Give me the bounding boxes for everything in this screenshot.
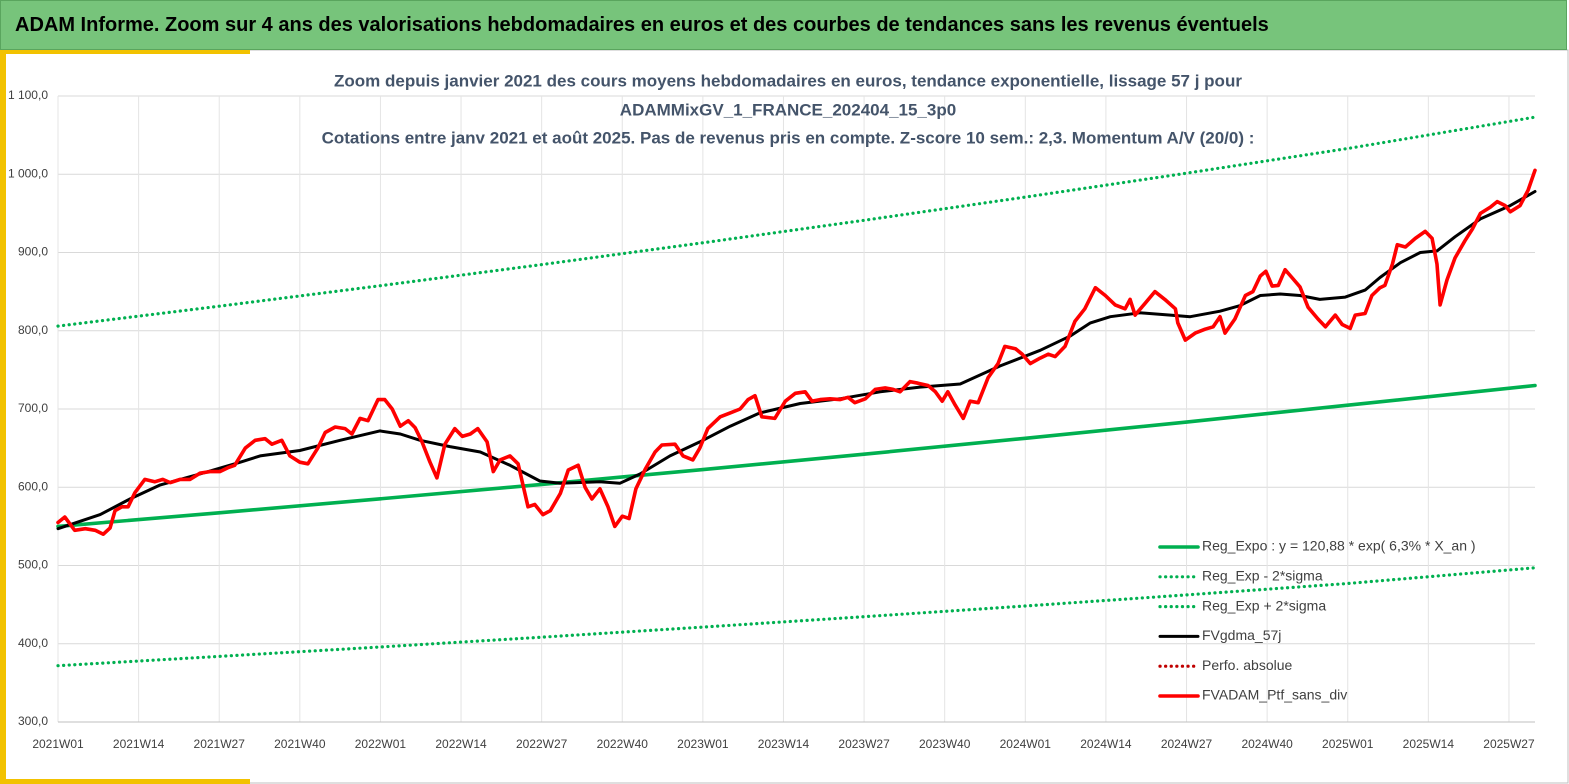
legend-label: Reg_Exp - 2*sigma bbox=[1202, 568, 1323, 584]
chart-title: Zoom depuis janvier 2021 des cours moyen… bbox=[334, 71, 1242, 90]
accent-left bbox=[0, 50, 6, 784]
header: ADAM Informe. Zoom sur 4 ans des valoris… bbox=[0, 0, 1567, 50]
y-tick-label: 400,0 bbox=[18, 636, 48, 650]
x-tick-label: 2022W40 bbox=[597, 737, 649, 751]
legend-label: Reg_Exp + 2*sigma bbox=[1202, 597, 1326, 613]
x-tick-label: 2021W27 bbox=[194, 737, 246, 751]
y-tick-label: 500,0 bbox=[18, 558, 48, 572]
legend-label: Perfo. absolue bbox=[1202, 657, 1292, 673]
legend-label: FVgdma_57j bbox=[1202, 627, 1281, 643]
x-tick-label: 2021W14 bbox=[113, 737, 165, 751]
x-tick-label: 2021W40 bbox=[274, 737, 326, 751]
accent-bottom bbox=[0, 779, 250, 784]
grid bbox=[57, 95, 1535, 723]
x-tick-label: 2021W01 bbox=[32, 737, 84, 751]
chart-title: ADAMMixGV_1_FRANCE_202404_15_3p0 bbox=[620, 100, 956, 119]
x-tick-label: 2025W01 bbox=[1322, 737, 1374, 751]
y-tick-label: 1 000,0 bbox=[8, 166, 48, 180]
series-line bbox=[56, 168, 1537, 536]
y-tick-label: 900,0 bbox=[18, 245, 48, 259]
series-line bbox=[56, 190, 1537, 531]
y-tick-label: 1 100,0 bbox=[8, 88, 48, 102]
x-tick-label: 2022W27 bbox=[516, 737, 568, 751]
header-title: ADAM Informe. Zoom sur 4 ans des valoris… bbox=[15, 14, 1269, 36]
series-line bbox=[56, 383, 1537, 529]
x-tick-label: 2025W14 bbox=[1403, 737, 1455, 751]
legend-label: Reg_Expo : y = 120,88 * exp( 6,3% * X_an… bbox=[1202, 538, 1476, 554]
x-tick-label: 2022W14 bbox=[435, 737, 487, 751]
y-tick-label: 600,0 bbox=[18, 479, 48, 493]
y-tick-label: 700,0 bbox=[18, 401, 48, 415]
x-tick-label: 2025W27 bbox=[1483, 737, 1535, 751]
chart-border bbox=[0, 49, 1569, 784]
x-tick-label: 2023W01 bbox=[677, 737, 729, 751]
x-tick-label: 2022W01 bbox=[355, 737, 407, 751]
series-line bbox=[56, 115, 1537, 328]
legend-label: FVADAM_Ptf_sans_div bbox=[1202, 687, 1347, 703]
plot bbox=[56, 115, 1537, 668]
chart-title: Cotations entre janv 2021 et août 2025. … bbox=[322, 128, 1255, 147]
accent-top bbox=[0, 50, 250, 54]
series-line bbox=[56, 566, 1537, 668]
labels: Zoom depuis janvier 2021 des cours moyen… bbox=[8, 71, 1535, 751]
y-tick-label: 800,0 bbox=[18, 323, 48, 337]
x-tick-label: 2024W40 bbox=[1241, 737, 1293, 751]
x-tick-label: 2023W14 bbox=[758, 737, 810, 751]
x-tick-label: 2024W27 bbox=[1161, 737, 1213, 751]
x-tick-label: 2023W40 bbox=[919, 737, 971, 751]
x-tick-label: 2024W01 bbox=[1000, 737, 1052, 751]
y-tick-label: 300,0 bbox=[18, 714, 48, 728]
x-tick-label: 2024W14 bbox=[1080, 737, 1132, 751]
x-tick-label: 2023W27 bbox=[838, 737, 890, 751]
